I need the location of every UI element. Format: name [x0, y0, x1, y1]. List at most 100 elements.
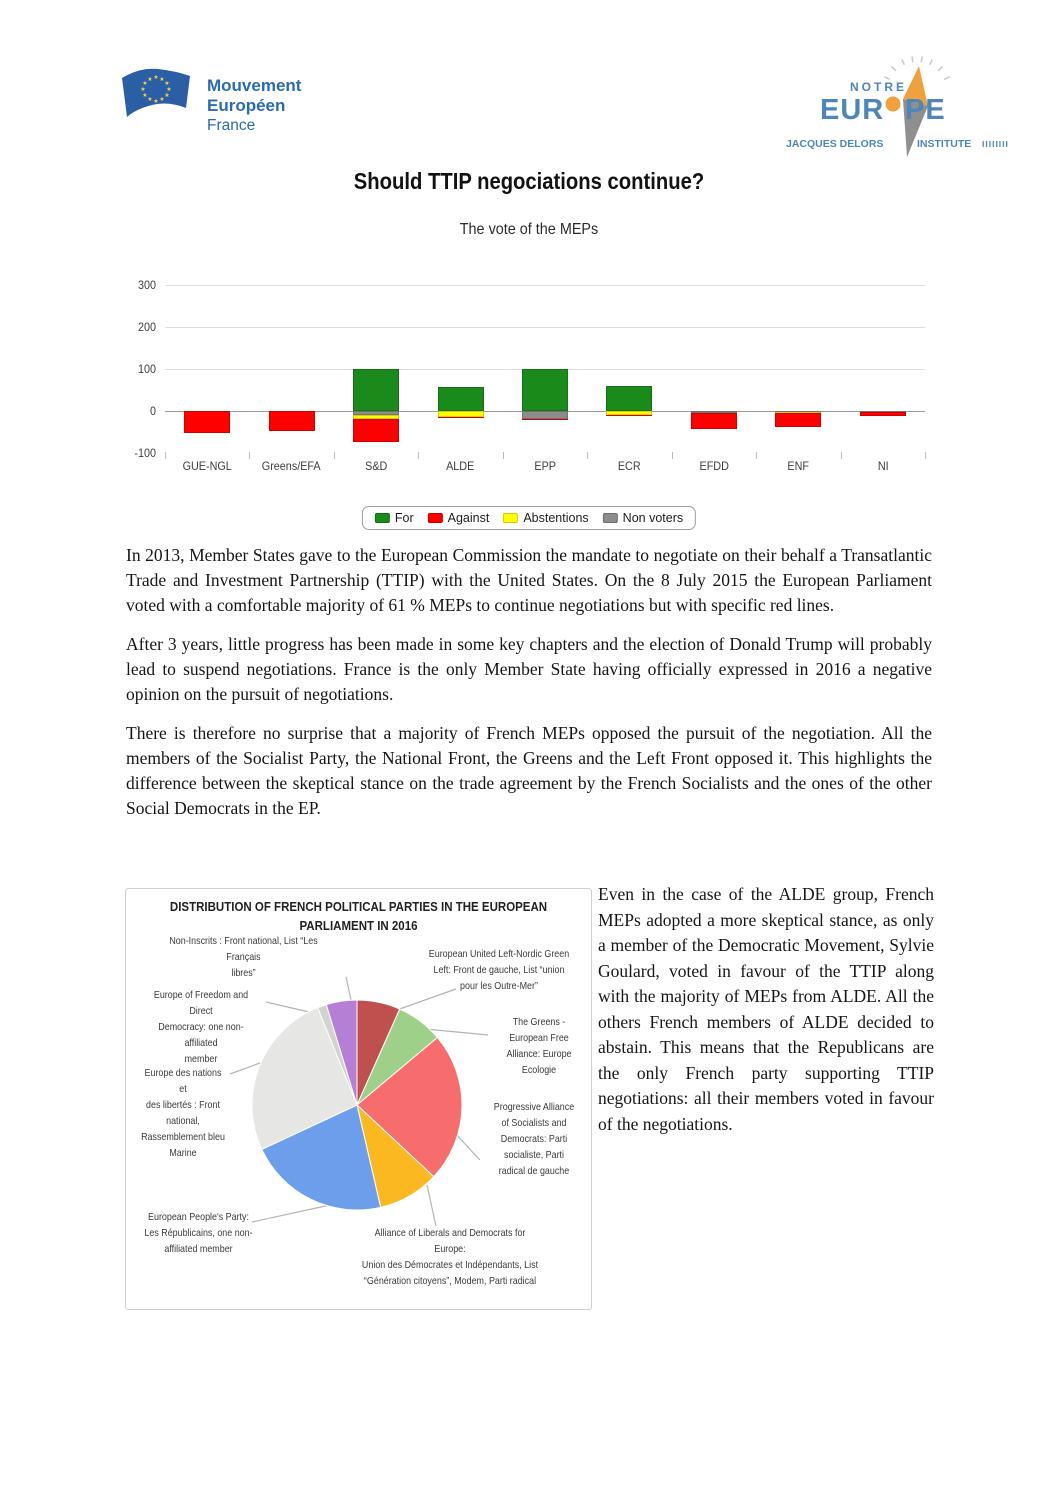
svg-text:★: ★	[159, 96, 164, 103]
legend-swatch-for	[374, 513, 390, 523]
x-axis-tick	[756, 452, 758, 459]
svg-text:★: ★	[142, 80, 147, 87]
x-axis-label-ni: NI	[877, 459, 889, 473]
bar-non-voters-efdd	[690, 411, 737, 413]
pie-slice-non-inscrits	[325, 999, 358, 1106]
x-axis-label-enf: ENF	[787, 459, 810, 473]
y-axis-label--100: -100	[134, 446, 156, 460]
logo-text-pe: PE	[905, 94, 946, 126]
bar-against-s-d	[353, 419, 400, 443]
leader-line-alde	[426, 1184, 437, 1227]
mouvement-europeen-logo: ★ ★ ★ ★ ★ ★ ★ ★ ★ ★ ★ ★ Mouvement Européen Franc…	[118, 66, 301, 136]
logo-tick-marks: IIIIIIII	[982, 139, 1009, 149]
x-axis-tick	[502, 452, 504, 459]
x-axis-tick	[418, 452, 420, 459]
y-axis-label-200: 200	[137, 320, 156, 334]
legend-label-abstentions: Abstentions	[523, 511, 589, 525]
pie-label-enf: Europe des nations et des libertés : Fro…	[141, 1067, 225, 1159]
bar-for-ecr	[606, 385, 653, 411]
bar-against-ecr	[606, 414, 653, 417]
svg-text:★: ★	[164, 80, 169, 87]
pie-slice-sd	[356, 1036, 463, 1178]
bar-abstentions-enf	[775, 411, 822, 413]
eu-flag-icon: ★ ★★ ★★★ ★★★ ★★★	[122, 68, 190, 117]
page-title: Should TTIP negociations continue?	[353, 168, 705, 194]
me-logo-line2: Européen	[207, 96, 286, 115]
y-axis-label-0: 0	[149, 404, 156, 418]
svg-text:★: ★	[164, 92, 169, 99]
me-logo-line3: France	[207, 117, 256, 134]
bar-for-alde	[437, 387, 484, 411]
pie-label-efdd: Europe of Freedom and Direct Democracy: …	[153, 989, 249, 1065]
pie-label-sd: Progressive Alliance of Socialists and D…	[493, 1101, 575, 1177]
y-axis-label-300: 300	[137, 278, 156, 292]
bar-for-epp	[522, 369, 568, 411]
logo-text-institute: INSTITUTE	[917, 138, 972, 150]
pie-label-non-inscrits: Non-Inscrits : Front national, List “Les…	[169, 935, 318, 979]
legend-item-non-voters: Non voters	[602, 511, 684, 525]
bar-against-efdd	[690, 412, 737, 430]
x-axis-label-gue-ngl: GUE-NGL	[182, 459, 232, 473]
x-axis-tick	[165, 452, 166, 459]
bar-non-voters-epp	[522, 411, 568, 419]
bar-against-gue-ngl	[184, 411, 231, 433]
bar-against-epp	[522, 418, 568, 421]
pie-label-alde: Alliance of Liberals and Democrats for E…	[361, 1227, 539, 1287]
x-axis-tick	[587, 452, 589, 459]
leader-line-enf	[229, 1062, 261, 1075]
svg-text:★: ★	[153, 98, 158, 105]
legend-swatch-against	[427, 513, 443, 523]
svg-text:★: ★	[153, 74, 158, 81]
x-axis-tick	[840, 452, 842, 459]
legend-swatch-abstentions	[503, 513, 519, 523]
y-axis-label-100: 100	[137, 362, 156, 376]
gridline-200	[165, 327, 925, 328]
x-axis-label-ecr: ECR	[618, 459, 641, 473]
body-text: In 2013, Member States gave to the Europ…	[126, 543, 932, 835]
mep-vote-bar-chart: 300 200 100 0 -100 GUE-NGL Greens/EFA S&D ALDE EP…	[120, 273, 935, 478]
bar-non-voters-s-d	[353, 411, 400, 415]
pie-slice-enf	[251, 1006, 358, 1151]
svg-text:★: ★	[166, 86, 171, 93]
legend-swatch-non-voters	[602, 513, 618, 523]
pie-slice-epp	[261, 1104, 382, 1211]
paragraph-1: In 2013, Member States gave to the Europ…	[126, 545, 932, 615]
legend-item-abstentions: Abstentions	[503, 511, 589, 525]
pie-label-gue-ngl: European United Left-Nordic Green Left: …	[428, 948, 570, 992]
bar-non-voters-enf	[775, 411, 822, 412]
legend-label-non-voters: Non voters	[622, 511, 684, 525]
pie-chart-panel: DISTRIBUTION OF FRENCH POLITICAL PARTIES…	[125, 888, 592, 1310]
pie-label-epp: European People's Party: Les Républicain…	[144, 1211, 253, 1255]
french-parties-pie-chart	[229, 976, 489, 1227]
me-logo-line1: Mouvement	[207, 76, 302, 95]
x-axis-tick	[333, 452, 335, 459]
svg-text:★: ★	[147, 76, 152, 83]
x-axis-tick	[671, 452, 673, 459]
svg-text:★: ★	[147, 96, 152, 103]
svg-text:★: ★	[159, 76, 164, 83]
logo-text-eur: EUR	[820, 94, 885, 126]
bar-abstentions-s-d	[353, 414, 400, 420]
bar-against-enf	[775, 412, 822, 428]
chart-subtitle: The vote of the MEPs	[459, 221, 599, 238]
legend-label-for: For	[394, 511, 414, 525]
pie-chart-title: DISTRIBUTION OF FRENCH POLITICAL PARTIES…	[169, 900, 548, 933]
x-axis-label-efdd: EFDD	[699, 459, 729, 473]
legend-item-for: For	[374, 511, 414, 525]
x-axis-label-epp: EPP	[534, 459, 556, 473]
paragraph-2: After 3 years, little progress has been …	[126, 634, 932, 704]
commentary-column: Even in the case of the ALDE group, Fren…	[598, 884, 934, 1134]
leader-line-epp	[251, 1204, 331, 1223]
notre-europe-logo: NOTRE EUR PE JACQUES DELORS INSTITUTE II…	[786, 54, 1008, 162]
bar-non-voters-ni	[859, 411, 906, 413]
legend-item-against: Against	[427, 511, 490, 525]
svg-text:★: ★	[142, 92, 147, 99]
gridline-300	[165, 285, 925, 286]
bar-for-s-d	[353, 369, 400, 411]
logo-text-notre: NOTRE	[850, 80, 907, 94]
bar-abstentions-ecr	[606, 411, 653, 415]
x-axis-label-s-d: S&D	[364, 459, 388, 473]
legend-label-against: Against	[447, 511, 490, 525]
compass-needle-icon	[884, 56, 950, 157]
